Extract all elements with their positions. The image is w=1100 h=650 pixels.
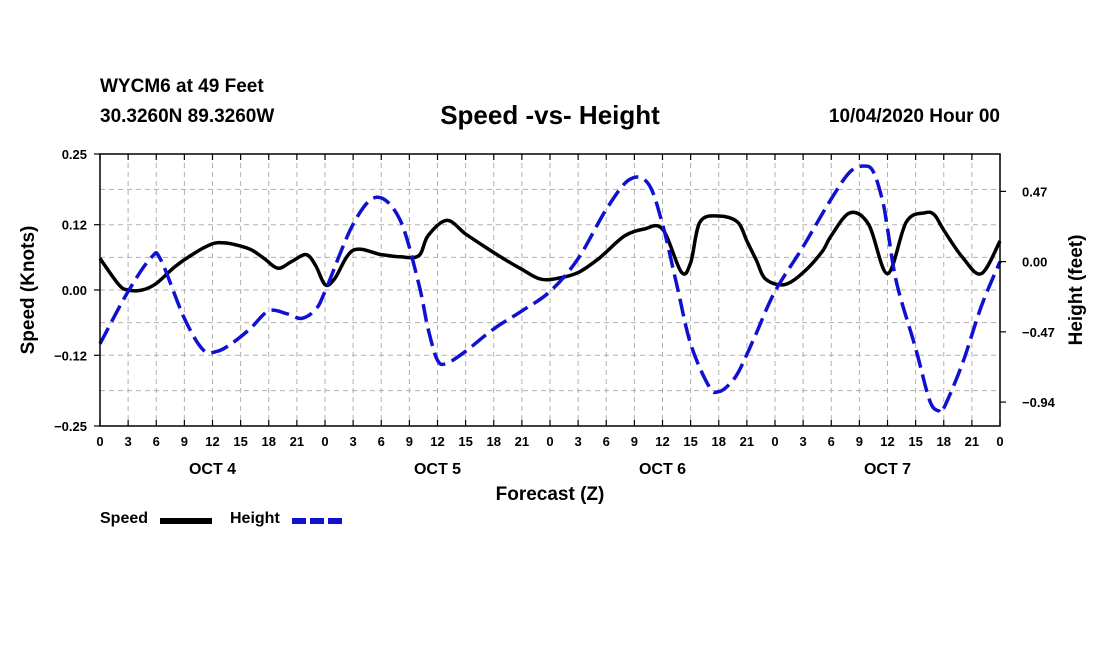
x-tick-label: 0 — [96, 434, 103, 449]
x-tick-label: 6 — [603, 434, 610, 449]
x-tick-label: 3 — [125, 434, 132, 449]
x-tick-label: 18 — [712, 434, 726, 449]
y2-axis-title: Height (feet) — [1066, 235, 1087, 346]
chart-title: Speed -vs- Height — [440, 100, 660, 130]
x-tick-label: 12 — [880, 434, 894, 449]
x-tick-label: 21 — [740, 434, 754, 449]
legend-height-swatch — [292, 518, 342, 524]
y-tick-label: −0.25 — [54, 419, 87, 434]
x-tick-label: 9 — [856, 434, 863, 449]
day-label: OCT 6 — [639, 461, 686, 478]
axis-ticks: 0 3 6 9 12 15 18 21 0 3 6 9 12 15 18 21 0 3 6 9 12 15 18 21 0 3 6 9… — [54, 147, 1056, 478]
y2-tick-label: −0.94 — [1022, 395, 1056, 410]
x-tick-label: 15 — [908, 434, 922, 449]
legend-speed-label: Speed — [100, 510, 149, 527]
grid-lines — [100, 154, 1000, 426]
x-axis-title: Forecast (Z) — [496, 484, 605, 505]
y-tick-label: −0.12 — [54, 348, 87, 363]
legend-height-label: Height — [230, 510, 280, 527]
series-height-line — [98, 164, 1002, 415]
y-tick-label: 0.12 — [62, 218, 87, 233]
x-tick-label: 12 — [205, 434, 219, 449]
x-tick-label: 3 — [575, 434, 582, 449]
x-tick-label: 21 — [290, 434, 304, 449]
day-label: OCT 5 — [414, 461, 461, 478]
x-tick-label: 12 — [655, 434, 669, 449]
y2-tick-label: 0.00 — [1022, 255, 1047, 270]
x-tick-label: 21 — [965, 434, 979, 449]
station-name: WYCM6 at 49 Feet — [100, 76, 264, 97]
day-label: OCT 4 — [189, 461, 236, 478]
x-tick-label: 0 — [996, 434, 1003, 449]
y-tick-label: 0.25 — [62, 147, 87, 162]
x-tick-label: 6 — [828, 434, 835, 449]
y2-tick-label: −0.47 — [1022, 325, 1055, 340]
x-tick-label: 0 — [546, 434, 553, 449]
x-tick-label: 9 — [631, 434, 638, 449]
x-tick-label: 3 — [350, 434, 357, 449]
day-label: OCT 7 — [864, 461, 911, 478]
x-tick-label: 9 — [406, 434, 413, 449]
x-tick-label: 15 — [458, 434, 472, 449]
x-tick-label: 18 — [487, 434, 501, 449]
x-tick-label: 6 — [153, 434, 160, 449]
x-tick-label: 15 — [233, 434, 247, 449]
y-axis-title: Speed (Knots) — [18, 226, 39, 355]
x-tick-label: 18 — [262, 434, 276, 449]
x-tick-label: 6 — [378, 434, 385, 449]
x-tick-label: 12 — [430, 434, 444, 449]
x-tick-label: 21 — [515, 434, 529, 449]
x-tick-label: 15 — [683, 434, 697, 449]
y2-tick-label: 0.47 — [1022, 184, 1047, 199]
x-tick-label: 18 — [937, 434, 951, 449]
forecast-date: 10/04/2020 Hour 00 — [828, 106, 1000, 127]
legend-speed-swatch — [160, 518, 212, 524]
x-tick-label: 9 — [181, 434, 188, 449]
series-lines — [98, 164, 1002, 415]
station-coordinates: 30.3260N 89.3260W — [100, 106, 275, 127]
y-tick-label: 0.00 — [62, 283, 87, 298]
series-speed-line — [98, 210, 1002, 293]
x-tick-label: 3 — [800, 434, 807, 449]
x-tick-label: 0 — [321, 434, 328, 449]
x-tick-label: 0 — [771, 434, 778, 449]
